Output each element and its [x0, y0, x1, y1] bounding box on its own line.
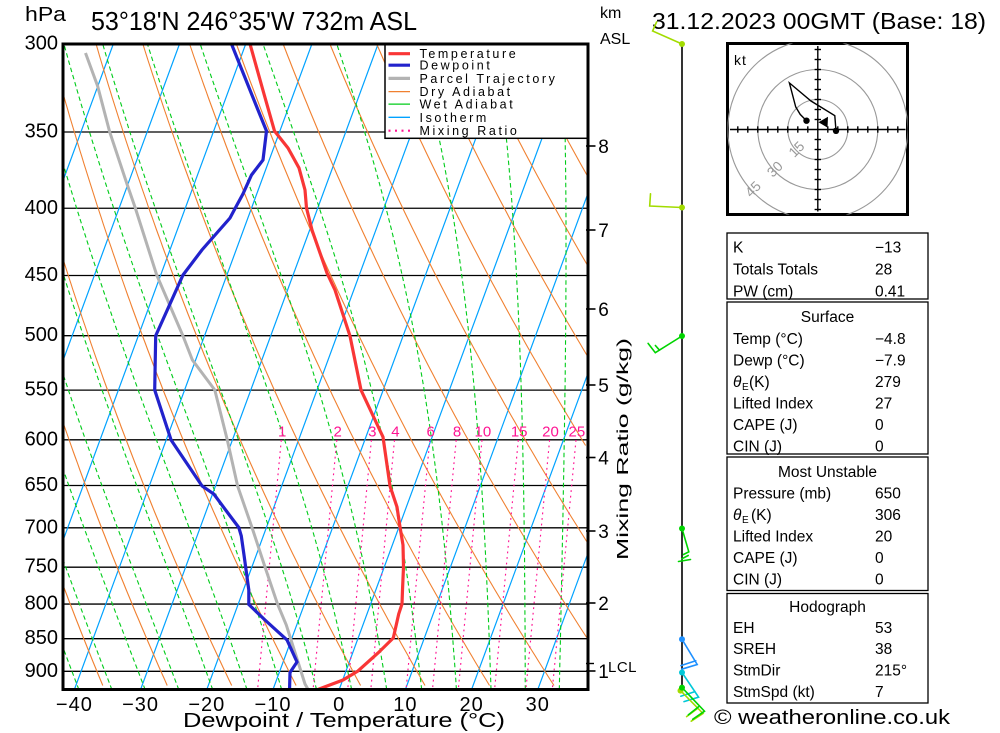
svg-text:3: 3 — [368, 424, 376, 441]
svg-text:StmSpd (kt): StmSpd (kt) — [733, 684, 815, 701]
svg-text:31.12.2023 00GMT (Base: 18): 31.12.2023 00GMT (Base: 18) — [652, 8, 986, 34]
svg-text:10: 10 — [475, 424, 492, 441]
svg-text:K: K — [733, 240, 744, 257]
svg-text:300: 300 — [25, 33, 58, 55]
svg-text:Dewpoint / Temperature (°C): Dewpoint / Temperature (°C) — [183, 710, 505, 732]
svg-text:(K): (K) — [751, 507, 772, 524]
svg-text:Totals Totals: Totals Totals — [733, 262, 818, 279]
svg-text:−7.9: −7.9 — [875, 353, 906, 370]
svg-text:7: 7 — [875, 684, 884, 701]
svg-text:θ: θ — [733, 374, 742, 391]
svg-text:Dry Adiabat: Dry Adiabat — [420, 85, 513, 99]
svg-text:215°: 215° — [875, 663, 907, 680]
svg-text:hPa: hPa — [25, 4, 67, 26]
svg-text:850: 850 — [25, 627, 58, 649]
svg-text:−10: −10 — [255, 694, 292, 716]
svg-text:−4.8: −4.8 — [875, 331, 906, 348]
svg-text:650: 650 — [25, 474, 58, 496]
svg-text:8: 8 — [453, 424, 461, 441]
svg-text:350: 350 — [25, 121, 58, 143]
svg-text:279: 279 — [875, 374, 901, 391]
svg-text:550: 550 — [25, 379, 58, 401]
svg-text:Surface: Surface — [801, 309, 854, 326]
svg-text:400: 400 — [25, 197, 58, 219]
svg-text:CAPE (J): CAPE (J) — [733, 550, 798, 567]
svg-text:2: 2 — [598, 594, 609, 615]
svg-text:Wet Adiabat: Wet Adiabat — [420, 98, 516, 112]
svg-text:Temp (°C): Temp (°C) — [733, 331, 803, 348]
svg-text:20: 20 — [542, 424, 559, 441]
svg-text:Most Unstable: Most Unstable — [778, 464, 877, 481]
svg-text:θ: θ — [733, 507, 742, 524]
svg-text:Mixing Ratio (g/kg): Mixing Ratio (g/kg) — [615, 338, 632, 560]
svg-text:4: 4 — [598, 449, 609, 470]
svg-text:km: km — [600, 5, 621, 22]
svg-text:900: 900 — [25, 660, 58, 682]
svg-text:4: 4 — [391, 424, 399, 441]
svg-text:10: 10 — [393, 694, 417, 716]
svg-text:CIN (J): CIN (J) — [733, 439, 782, 456]
svg-text:Parcel Trajectory: Parcel Trajectory — [420, 72, 558, 86]
svg-text:1: 1 — [598, 662, 609, 683]
svg-text:(K): (K) — [749, 374, 770, 391]
svg-text:53: 53 — [875, 620, 892, 637]
svg-text:6: 6 — [427, 424, 435, 441]
svg-text:700: 700 — [25, 516, 58, 538]
svg-text:7: 7 — [598, 221, 609, 242]
svg-text:0: 0 — [875, 550, 884, 567]
svg-text:CAPE (J): CAPE (J) — [733, 417, 798, 434]
svg-text:600: 600 — [25, 428, 58, 450]
svg-text:SREH: SREH — [733, 641, 776, 658]
svg-text:Mixing Ratio: Mixing Ratio — [420, 124, 520, 138]
svg-text:Dewpoint: Dewpoint — [420, 59, 493, 73]
svg-text:Temperature: Temperature — [420, 47, 519, 61]
svg-text:kt: kt — [734, 52, 747, 68]
svg-text:27: 27 — [875, 396, 892, 413]
svg-text:PW (cm): PW (cm) — [733, 284, 793, 301]
svg-text:−13: −13 — [875, 240, 901, 257]
svg-text:15: 15 — [511, 424, 528, 441]
svg-text:StmDir: StmDir — [733, 663, 780, 680]
svg-text:28: 28 — [875, 262, 892, 279]
svg-text:38: 38 — [875, 641, 892, 658]
svg-text:LCL: LCL — [608, 659, 637, 676]
svg-text:Lifted Index: Lifted Index — [733, 529, 813, 546]
svg-text:Pressure (mb): Pressure (mb) — [733, 486, 831, 503]
svg-text:E: E — [742, 382, 749, 393]
svg-text:750: 750 — [25, 556, 58, 578]
svg-text:800: 800 — [25, 593, 58, 615]
svg-text:25: 25 — [569, 424, 586, 441]
svg-text:2: 2 — [334, 424, 342, 441]
svg-text:53°18'N 246°35'W 732m ASL: 53°18'N 246°35'W 732m ASL — [91, 6, 417, 36]
svg-text:ASL: ASL — [600, 31, 630, 48]
svg-text:30: 30 — [526, 694, 550, 716]
svg-text:EH: EH — [733, 620, 755, 637]
svg-text:−20: −20 — [188, 694, 225, 716]
svg-text:0: 0 — [875, 417, 884, 434]
svg-text:650: 650 — [875, 486, 901, 503]
svg-text:0: 0 — [875, 439, 884, 456]
svg-text:8: 8 — [598, 137, 609, 158]
svg-text:© weatheronline.co.uk: © weatheronline.co.uk — [714, 707, 951, 729]
svg-text:306: 306 — [875, 507, 901, 524]
svg-text:E: E — [742, 515, 749, 526]
svg-text:0: 0 — [875, 572, 884, 589]
svg-text:CIN (J): CIN (J) — [733, 572, 782, 589]
svg-text:1: 1 — [278, 424, 286, 441]
svg-text:Lifted Index: Lifted Index — [733, 396, 813, 413]
svg-text:−30: −30 — [122, 694, 159, 716]
svg-text:6: 6 — [598, 300, 609, 321]
svg-text:450: 450 — [25, 264, 58, 286]
svg-text:−40: −40 — [56, 694, 93, 716]
svg-text:Isotherm: Isotherm — [420, 111, 489, 125]
svg-text:5: 5 — [598, 376, 609, 397]
svg-text:20: 20 — [459, 694, 483, 716]
svg-text:3: 3 — [598, 522, 609, 543]
svg-text:0: 0 — [333, 694, 345, 716]
svg-text:0.41: 0.41 — [875, 284, 905, 301]
svg-text:Dewp (°C): Dewp (°C) — [733, 353, 805, 370]
svg-text:Hodograph: Hodograph — [789, 599, 866, 616]
svg-text:500: 500 — [25, 324, 58, 346]
svg-text:20: 20 — [875, 529, 893, 546]
